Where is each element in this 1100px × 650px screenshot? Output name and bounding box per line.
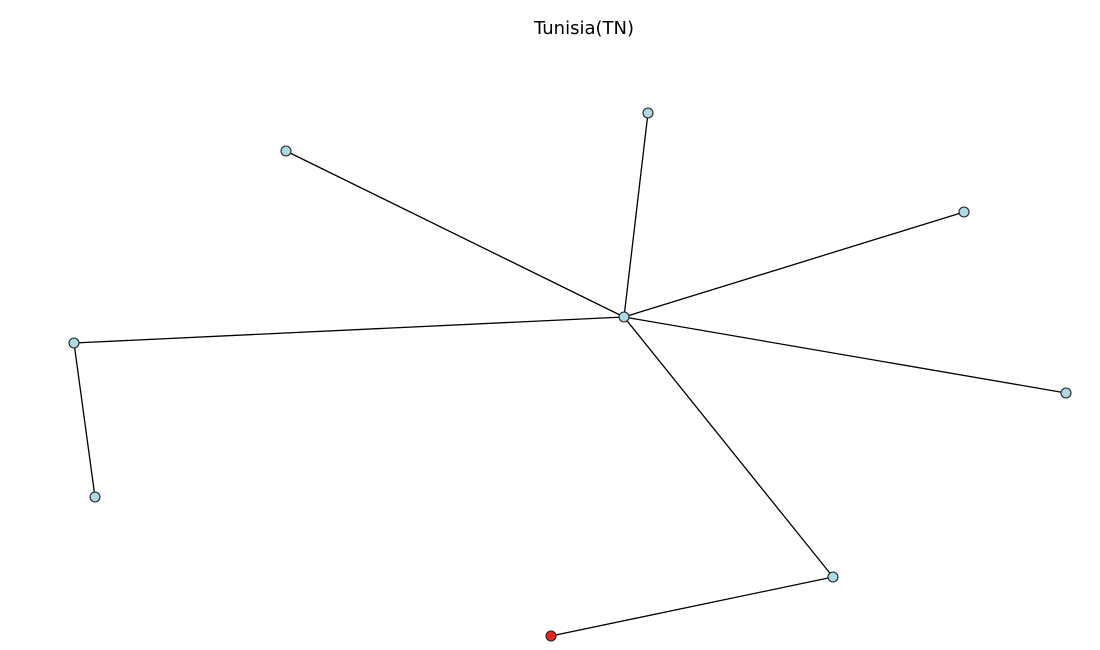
diagram-title: Tunisia(TN): [534, 18, 634, 39]
node-n-right: [1060, 387, 1072, 399]
node-hub: [618, 311, 630, 323]
edges-layer: [73, 112, 1067, 637]
edge-n-left-n-lower-left: [73, 342, 96, 498]
node-n-left: [68, 337, 80, 349]
node-n-lower-left: [89, 491, 101, 503]
edge-hub-n-left: [73, 316, 625, 344]
edge-n-lower-right-n-bottom: [550, 576, 834, 637]
edge-hub-n-right: [623, 316, 1067, 394]
node-n-upper-left: [280, 145, 292, 157]
node-n-top: [642, 107, 654, 119]
node-n-upper-right: [958, 206, 970, 218]
edge-hub-n-top: [623, 112, 649, 318]
node-n-bottom: [545, 630, 557, 642]
edge-hub-n-upper-left: [285, 150, 625, 318]
edge-hub-n-lower-right: [623, 316, 834, 578]
edge-hub-n-upper-right: [623, 211, 965, 318]
node-n-lower-right: [827, 571, 839, 583]
nodes-layer: [68, 107, 1072, 642]
